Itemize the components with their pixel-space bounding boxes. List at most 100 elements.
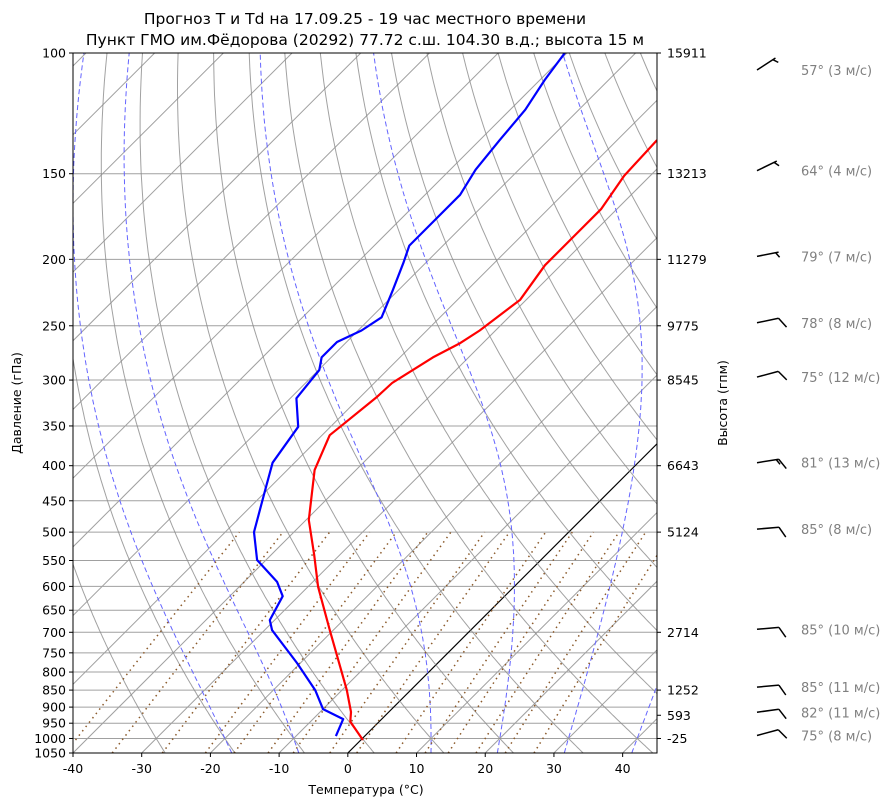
height-tick-label: 593 xyxy=(667,708,691,723)
wind-barb: 81° (13 м/с) xyxy=(756,457,880,472)
dry-adiabat xyxy=(248,53,584,753)
wind-barb: 75° (12 м/с) xyxy=(756,370,880,386)
wind-label: 81° (13 м/с) xyxy=(801,457,880,472)
barb-staff xyxy=(756,251,779,258)
barb-full xyxy=(778,526,787,538)
y-tick-label: 800 xyxy=(42,665,66,680)
wind-label: 85° (11 м/с) xyxy=(801,681,880,696)
y-tick-label: 1050 xyxy=(34,746,66,761)
barb-half xyxy=(775,252,781,258)
height-tick-label: 13213 xyxy=(667,166,707,181)
y-tick-label: 400 xyxy=(42,458,66,473)
isotherm-line xyxy=(622,717,657,753)
wind-label: 85° (8 м/с) xyxy=(801,523,872,538)
barb-full xyxy=(777,370,788,381)
wind-label: 75° (8 м/с) xyxy=(801,729,872,744)
barb-full xyxy=(777,729,788,739)
x-tick-label: -20 xyxy=(200,761,220,776)
y-tick-label: 950 xyxy=(42,716,66,731)
dry-adiabat xyxy=(568,53,657,241)
dry-adiabat xyxy=(355,53,657,632)
moist-adiabat xyxy=(73,53,233,753)
height-tick-label: 2714 xyxy=(667,625,699,640)
dry-adiabat xyxy=(462,53,657,441)
dry-adiabat xyxy=(854,53,896,753)
y-tick-label: 650 xyxy=(42,603,66,618)
plot-frame xyxy=(72,52,658,754)
barb-staff xyxy=(756,160,778,172)
moist-adiabat xyxy=(123,53,300,753)
y-tick-label: 700 xyxy=(42,625,66,640)
isotherm-line xyxy=(73,53,430,411)
y-tick-label: 150 xyxy=(42,166,66,181)
isotherm-line xyxy=(484,580,657,753)
temperature-curve xyxy=(307,139,657,741)
dry-adiabat xyxy=(712,53,896,753)
mixing-ratio-line xyxy=(204,531,371,753)
wind-barb: 79° (7 м/с) xyxy=(756,250,872,265)
barb-full xyxy=(778,626,787,638)
mixing-ratio-line xyxy=(233,531,397,753)
height-tick-label: 15911 xyxy=(667,46,707,61)
moist-adiabat xyxy=(631,684,657,753)
x-axis-label: Температура (°C) xyxy=(307,782,423,797)
barb-staff xyxy=(756,458,779,464)
barb-full xyxy=(777,317,788,328)
chart-title-line-1: Прогноз T и Td на 17.09.25 - 19 час мест… xyxy=(144,10,586,28)
height-tick-label: 9775 xyxy=(667,318,699,333)
y-tick-label: 1000 xyxy=(34,731,66,746)
x-tick-label: 30 xyxy=(546,761,562,776)
y-tick-label: 100 xyxy=(42,46,66,61)
height-tick-label: 6643 xyxy=(667,458,699,473)
isotherm-line xyxy=(73,53,293,273)
mixing-ratio-line xyxy=(533,554,657,753)
wind-label: 82° (11 м/с) xyxy=(801,706,880,721)
y-tick-label: 750 xyxy=(42,645,66,660)
zero-isotherm xyxy=(347,442,657,753)
mixing-ratio-line xyxy=(111,531,284,753)
barb-half xyxy=(775,459,781,465)
y-tick-label: 600 xyxy=(42,579,66,594)
x-tick-label: -40 xyxy=(63,761,83,776)
x-tick-label: 40 xyxy=(615,761,631,776)
wind-label: 57° (3 м/с) xyxy=(801,64,872,79)
height-tick-label: 5124 xyxy=(667,525,699,540)
wind-barbs: 57° (3 м/с) 64° (4 м/с) 79° (7 м/с) 78° (8 … xyxy=(756,57,880,744)
dry-adiabat xyxy=(426,53,657,505)
dry-adiabat xyxy=(783,53,896,753)
wind-barb: 85° (8 м/с) xyxy=(756,523,872,538)
height-tick-label: 11279 xyxy=(667,252,707,267)
y-tick-label: 350 xyxy=(42,418,66,433)
wind-barb: 85° (11 м/с) xyxy=(756,681,880,696)
height-tick-label: -25 xyxy=(667,731,687,746)
dewpoint-curve xyxy=(252,53,566,737)
dry-adiabat xyxy=(139,53,375,753)
mixing-ratio-line xyxy=(329,531,486,753)
isotherm-line xyxy=(73,53,499,479)
x-tick-label: 20 xyxy=(477,761,493,776)
isotherm-line xyxy=(73,168,657,753)
dry-adiabat xyxy=(73,355,236,753)
moist-adiabat xyxy=(259,53,432,753)
axes: 1001502002503003504004505005506006507007… xyxy=(34,46,707,777)
y-tick-label: 300 xyxy=(42,373,66,388)
dry-adiabat xyxy=(676,53,896,753)
y-tick-label: 850 xyxy=(42,683,66,698)
wind-barb: 78° (8 м/с) xyxy=(756,317,872,332)
isotherm-line xyxy=(141,236,657,753)
dry-adiabat xyxy=(497,53,657,376)
barb-staff xyxy=(756,729,779,737)
y-tick-label: 450 xyxy=(42,493,66,508)
y-axis-label-right: Высота (гпм) xyxy=(715,360,730,446)
wind-barb: 75° (8 м/с) xyxy=(756,729,872,744)
moist-adiabat xyxy=(562,53,643,753)
barb-full xyxy=(778,458,787,470)
isotherm-line xyxy=(73,99,657,686)
chart-title-line-2: Пункт ГМО им.Фёдорова (20292) 77.72 с.ш.… xyxy=(86,31,644,49)
dry-adiabat xyxy=(100,53,305,753)
wind-barb: 64° (4 м/с) xyxy=(756,160,872,180)
x-tick-label: -30 xyxy=(131,761,151,776)
isotherm-line xyxy=(73,53,224,205)
height-tick-label: 1252 xyxy=(667,683,699,698)
dry-adiabat xyxy=(73,562,166,753)
